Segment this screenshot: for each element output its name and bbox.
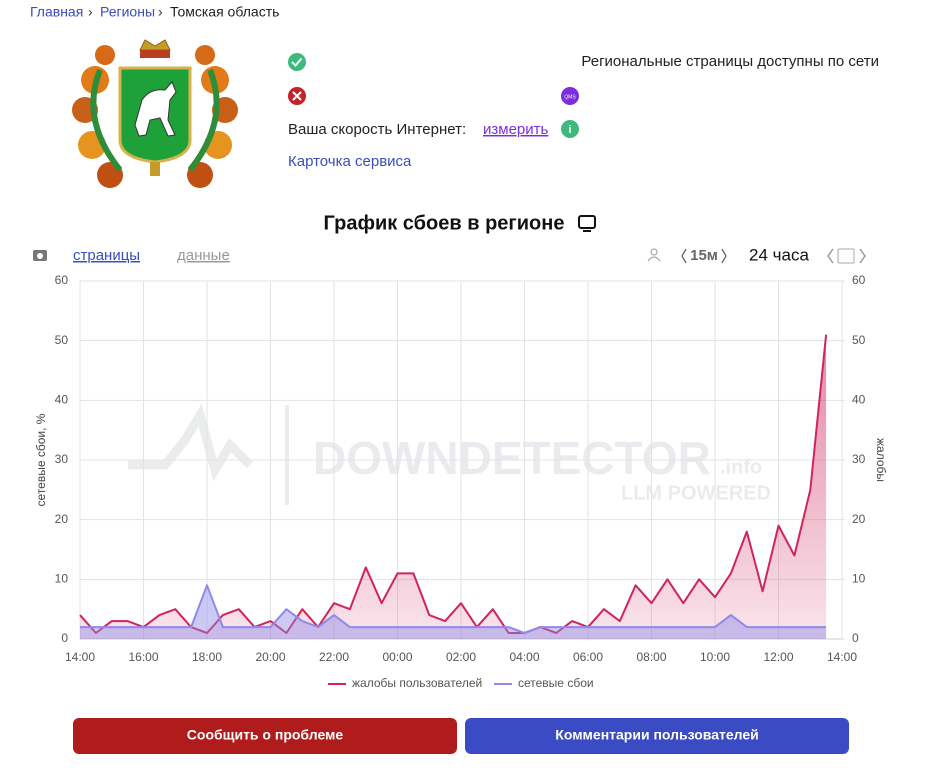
legend-label: сетевые сбои xyxy=(518,676,594,690)
qms-icon xyxy=(561,87,579,105)
y2-tick-label: 20 xyxy=(852,512,866,526)
breadcrumb-link[interactable]: Регионы xyxy=(100,4,155,20)
tab-active[interactable]: страницы xyxy=(73,247,140,264)
x-tick-label: 12:00 xyxy=(763,650,793,664)
x-tick-label: 16:00 xyxy=(128,650,158,664)
chart: 0 10 20 30 40 50 60 0 10 20 30 40 50 60 14:00 16:00 18:0… xyxy=(34,273,888,690)
ok-icon xyxy=(288,53,306,71)
y-tick-label: 10 xyxy=(55,572,69,586)
y-tick-label: 50 xyxy=(55,333,69,347)
y2-tick-label: 60 xyxy=(852,273,866,287)
x-tick-label: 18:00 xyxy=(192,650,222,664)
y-axis-title: сетевые сбои, % xyxy=(34,413,48,506)
service-card-link[interactable]: Карточка сервиса xyxy=(288,153,412,170)
breadcrumb-separator: › xyxy=(88,4,93,20)
monitor-icon xyxy=(578,215,596,229)
calendar-icon[interactable] xyxy=(837,248,855,264)
y2-tick-label: 30 xyxy=(852,452,866,466)
x-tick-label: 14:00 xyxy=(827,650,857,664)
camera-lens xyxy=(37,253,43,259)
user-icon[interactable] xyxy=(650,248,658,256)
watermark-brand: DOWNDETECTOR xyxy=(313,432,711,484)
x-tick-label: 14:00 xyxy=(65,650,95,664)
y-tick-label: 30 xyxy=(55,452,69,466)
y-tick-label: 20 xyxy=(55,512,69,526)
speed-link[interactable]: измерить xyxy=(483,121,549,138)
status-text: Региональные страницы доступны по сети xyxy=(581,53,879,70)
y-tick-label: 0 xyxy=(61,631,68,645)
monitor-stand xyxy=(583,230,591,232)
x-tick-label: 06:00 xyxy=(573,650,603,664)
error-cross xyxy=(292,91,302,101)
speed-label: Ваша скорость Интернет: xyxy=(288,121,466,138)
period-arrows[interactable] xyxy=(827,248,866,264)
x-tick-label: 20:00 xyxy=(255,650,285,664)
y2-tick-label: 40 xyxy=(852,393,866,407)
y-tick-label: 60 xyxy=(55,273,69,287)
series-area xyxy=(80,585,827,639)
comments-button-label[interactable]: Комментарии пользователей xyxy=(555,727,758,743)
comments-button[interactable] xyxy=(465,718,849,754)
report-button[interactable] xyxy=(73,718,457,754)
series-line xyxy=(79,334,828,634)
legend-label: жалобы пользователей xyxy=(352,676,482,690)
y2-tick-label: 10 xyxy=(852,572,866,586)
x-tick-label: 10:00 xyxy=(700,650,730,664)
user-icon-body xyxy=(647,256,661,262)
series-area xyxy=(80,334,827,639)
breadcrumb-separator: › xyxy=(158,4,163,20)
y2-tick-label: 0 xyxy=(852,631,859,645)
breadcrumb-link[interactable]: Главная xyxy=(30,4,83,20)
info-glyph: i xyxy=(568,124,571,136)
interval[interactable]: 15м xyxy=(690,247,718,264)
x-tick-label: 04:00 xyxy=(509,650,539,664)
tab[interactable]: данные xyxy=(177,247,230,264)
series-line xyxy=(80,584,827,634)
watermark-tagline: LLM POWERED xyxy=(621,482,771,504)
watermark-logo xyxy=(128,403,254,482)
x-tick-label: 02:00 xyxy=(446,650,476,664)
x-tick-label: 22:00 xyxy=(319,650,349,664)
coat-of-arms xyxy=(72,39,238,188)
y2-tick-label: 50 xyxy=(852,333,866,347)
ok-check xyxy=(291,57,303,67)
chart-title: График сбоев в регионе xyxy=(324,212,565,234)
qms-label: QMS xyxy=(564,94,576,100)
report-button-label[interactable]: Сообщить о проблеме xyxy=(187,727,344,743)
breadcrumb-current: Томская область xyxy=(170,4,279,20)
period[interactable]: 24 часа xyxy=(749,245,809,264)
interval-brackets xyxy=(681,248,727,264)
info-icon xyxy=(561,120,579,138)
watermark-domain: .info xyxy=(720,456,762,478)
x-tick-label: 08:00 xyxy=(636,650,666,664)
y-tick-label: 40 xyxy=(55,393,69,407)
watermark: DOWNDETECTOR .info LLM POWERED xyxy=(128,403,771,505)
y2-axis-title: жалобы xyxy=(874,438,888,482)
x-tick-label: 00:00 xyxy=(382,650,412,664)
